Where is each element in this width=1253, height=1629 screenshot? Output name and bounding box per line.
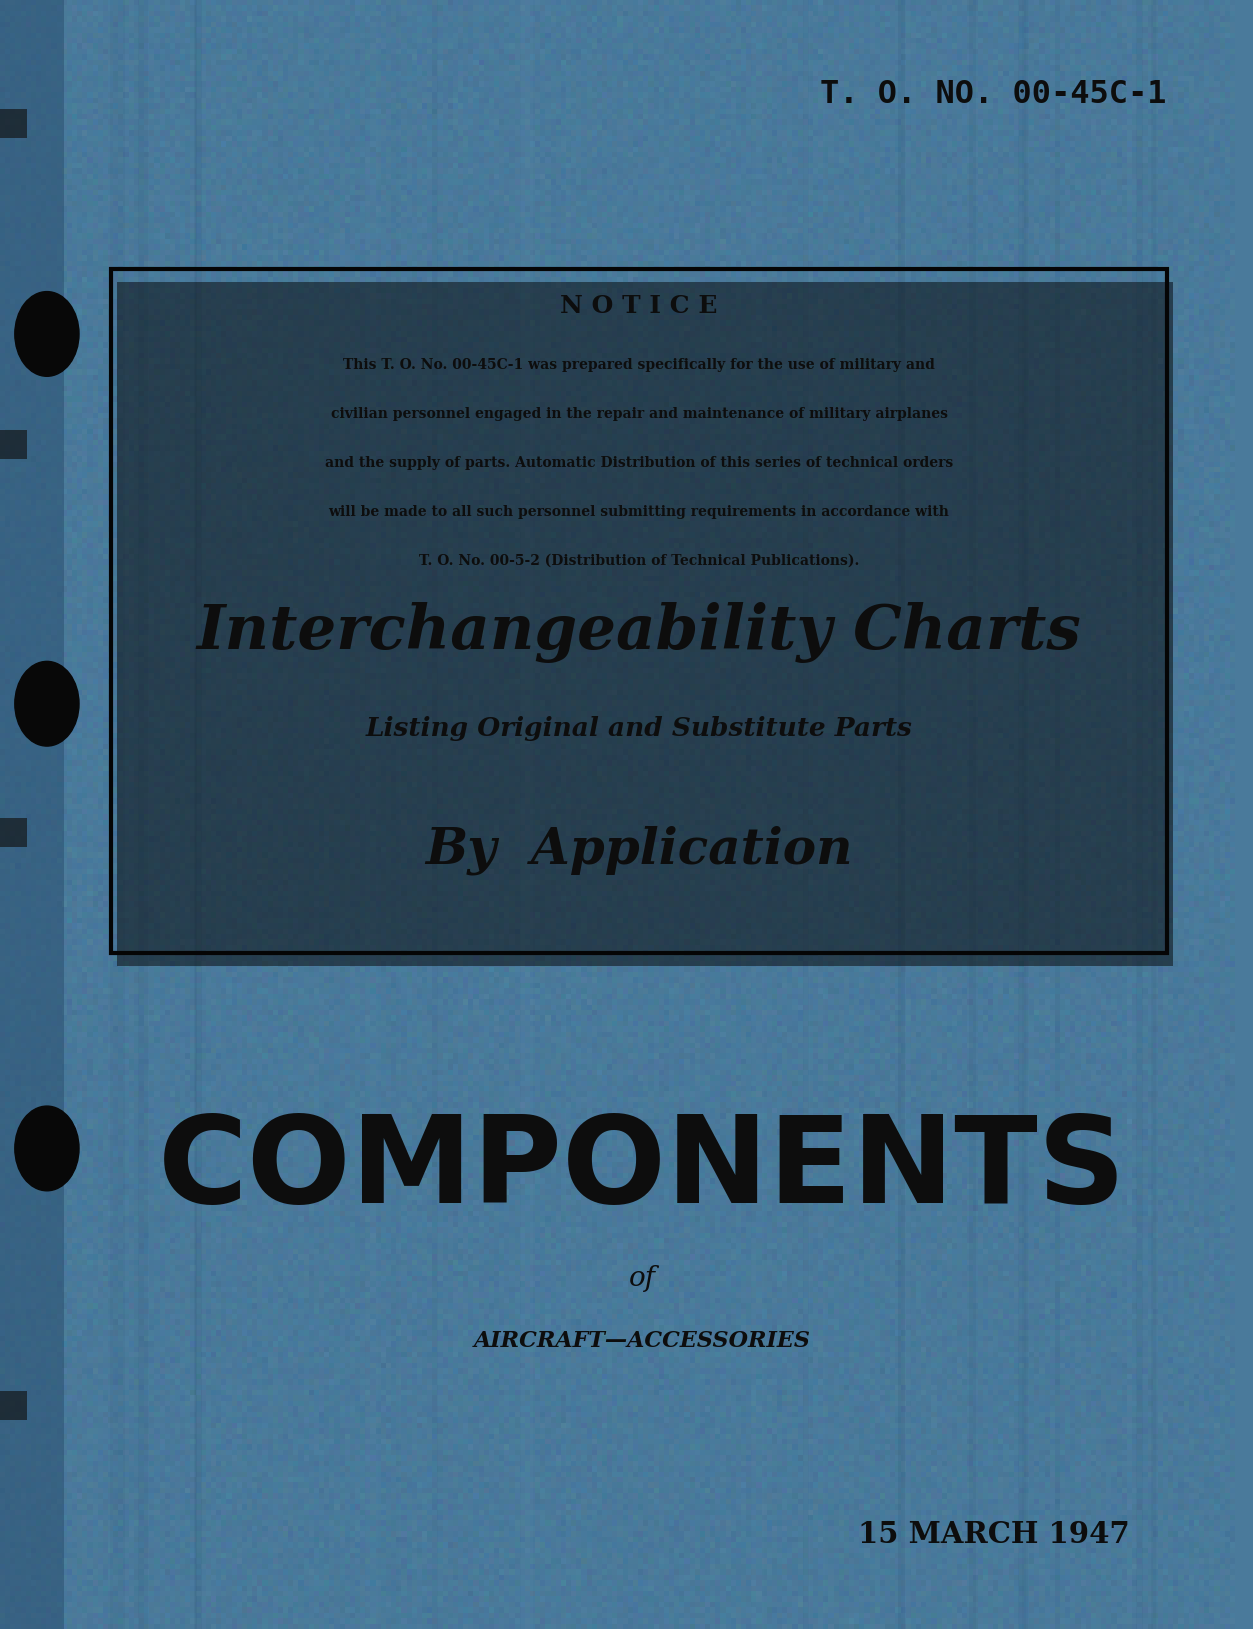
Bar [903, 0, 910, 1629]
Bar [1152, 0, 1155, 1629]
Bar [752, 0, 764, 1629]
Bar [115, 0, 125, 1629]
Bar [969, 0, 976, 1629]
Bar [194, 0, 197, 1629]
Text: 15 MARCH 1947: 15 MARCH 1947 [858, 1520, 1130, 1549]
Text: T. O. No. 00-5-2 (Distribution of Technical Publications).: T. O. No. 00-5-2 (Distribution of Techni… [419, 554, 860, 567]
Bar [195, 0, 202, 1629]
Text: will be made to all such personnel submitting requirements in accordance with: will be made to all such personnel submi… [328, 505, 950, 518]
Text: N O T I C E: N O T I C E [560, 295, 718, 318]
Bar [0, 0, 64, 1629]
Bar [804, 0, 811, 1629]
Circle shape [15, 292, 79, 376]
Text: Listing Original and Substitute Parts: Listing Original and Substitute Parts [366, 715, 912, 741]
Circle shape [15, 661, 79, 746]
Bar [898, 0, 905, 1629]
Bar [0, 818, 28, 847]
Bar [391, 0, 400, 1629]
Bar [110, 0, 115, 1629]
Bar [521, 0, 534, 1629]
Text: civilian personnel engaged in the repair and maintenance of military airplanes: civilian personnel engaged in the repair… [331, 407, 947, 420]
Bar [118, 282, 1173, 966]
Bar [1017, 0, 1027, 1629]
Bar [112, 269, 1167, 953]
Circle shape [15, 1106, 79, 1191]
Bar [432, 0, 437, 1629]
Bar [0, 1391, 28, 1420]
Text: AIRCRAFT—ACCESSORIES: AIRCRAFT—ACCESSORIES [474, 1329, 811, 1352]
Bar [0, 109, 28, 138]
Text: Interchangeability Charts: Interchangeability Charts [197, 601, 1081, 663]
Bar [1055, 0, 1060, 1629]
Text: By  Application: By Application [425, 826, 853, 875]
Text: COMPONENTS: COMPONENTS [158, 1111, 1126, 1228]
Bar [138, 0, 148, 1629]
Text: This T. O. No. 00-45C-1 was prepared specifically for the use of military and: This T. O. No. 00-45C-1 was prepared spe… [343, 358, 935, 371]
Bar [565, 0, 570, 1629]
Bar [1126, 0, 1131, 1629]
Bar [818, 0, 824, 1629]
Bar [1136, 0, 1143, 1629]
Text: T. O. NO. 00-45C-1: T. O. NO. 00-45C-1 [821, 78, 1167, 111]
Bar [1022, 0, 1026, 1629]
Bar [0, 430, 28, 459]
Bar [134, 0, 144, 1629]
Text: and the supply of parts. Automatic Distribution of this series of technical orde: and the supply of parts. Automatic Distr… [325, 456, 954, 469]
Bar [803, 0, 808, 1629]
Text: of: of [629, 1266, 655, 1292]
Bar [1153, 0, 1158, 1629]
Bar [366, 0, 377, 1629]
